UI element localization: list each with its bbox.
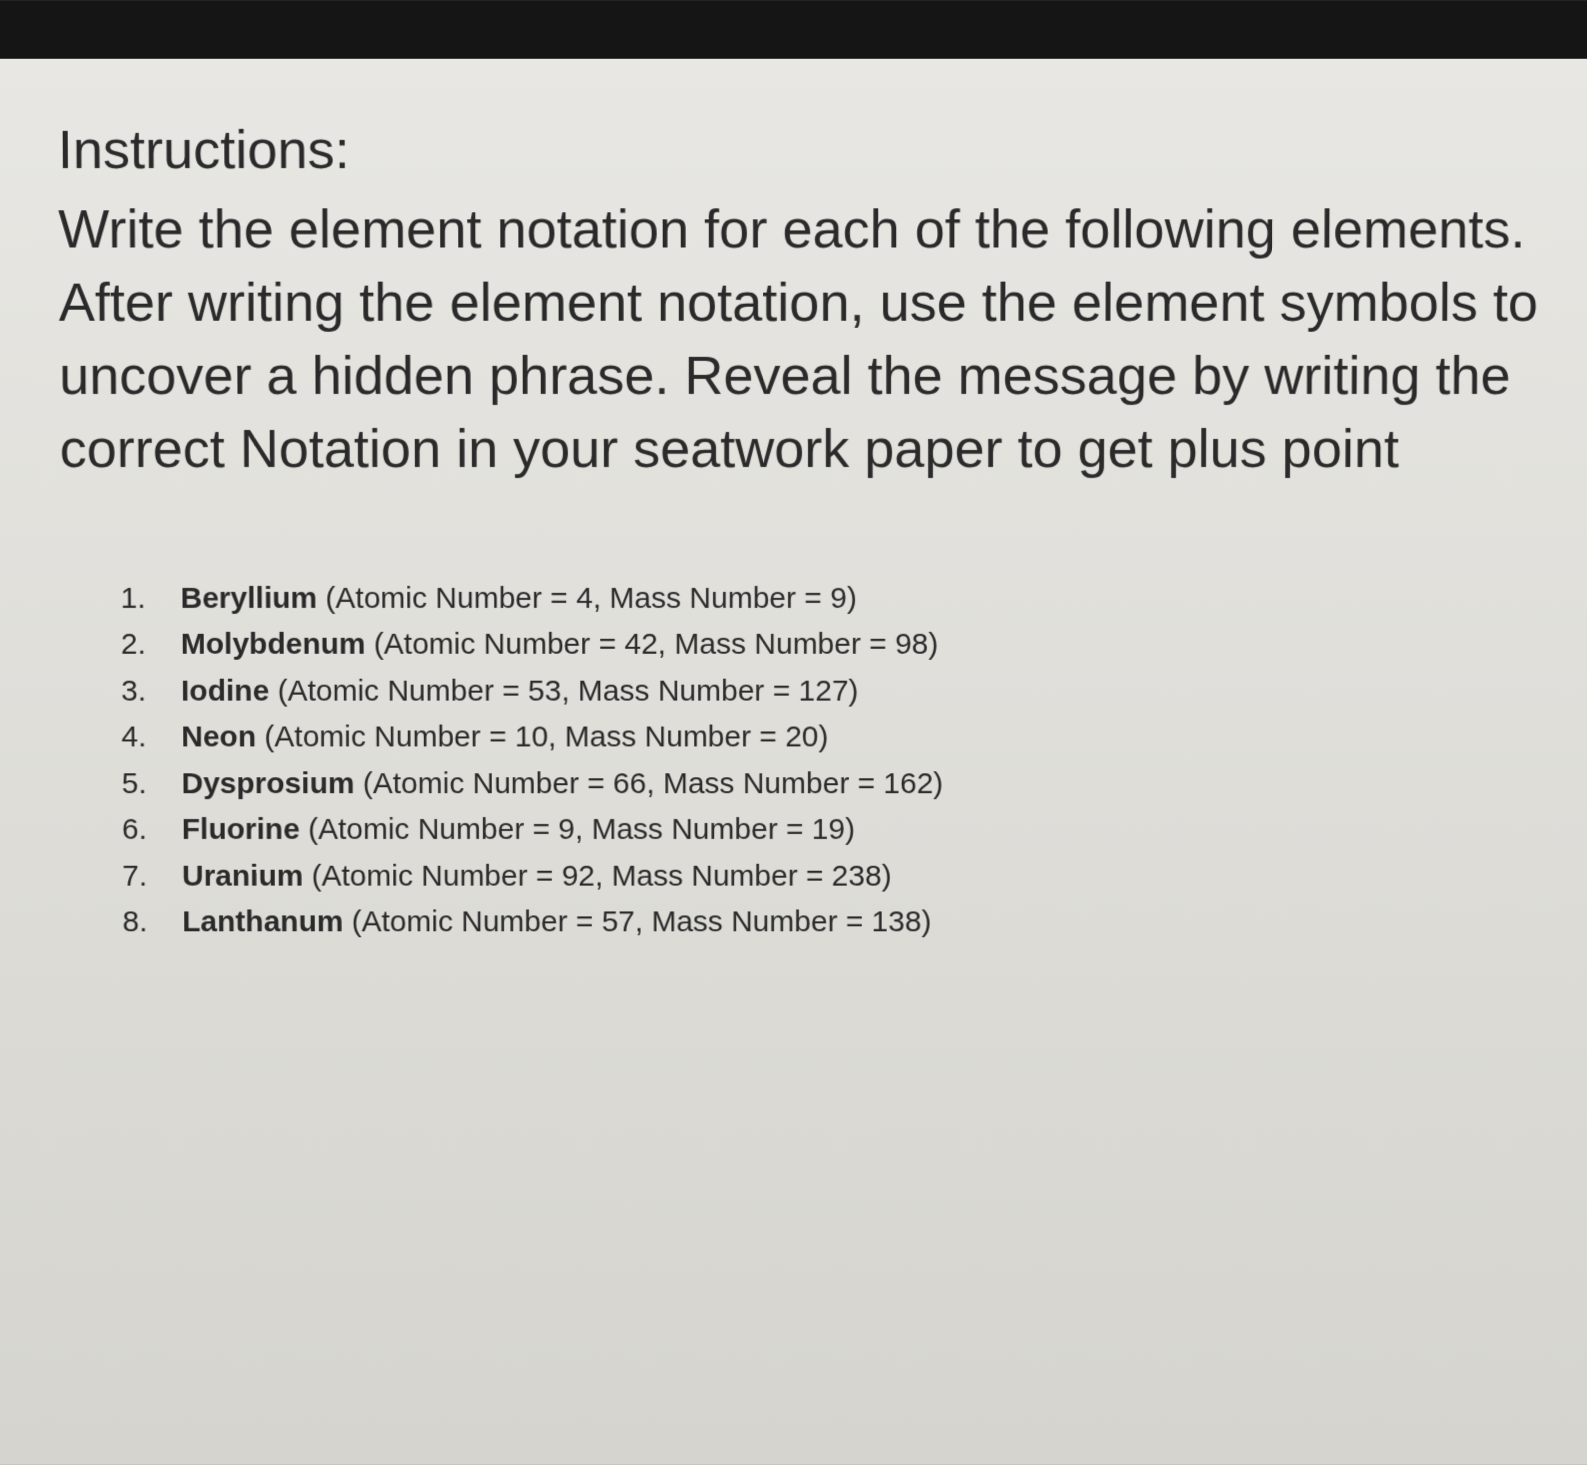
item-number: 8.: [122, 900, 182, 946]
item-text: Fluorine (Atomic Number = 9, Mass Number…: [182, 807, 855, 853]
list-item: 8. Lanthanum (Atomic Number = 57, Mass N…: [122, 900, 1534, 946]
element-detail: (Atomic Number = 66, Mass Number = 162): [354, 767, 943, 800]
element-detail: (Atomic Number = 42, Mass Number = 98): [365, 628, 938, 661]
item-text: Beryllium (Atomic Number = 4, Mass Numbe…: [180, 575, 856, 621]
element-detail: (Atomic Number = 53, Mass Number = 127): [269, 674, 858, 707]
item-text: Dysprosium (Atomic Number = 66, Mass Num…: [181, 761, 943, 807]
item-number: 3.: [121, 668, 181, 714]
element-name: Molybdenum: [181, 628, 366, 661]
element-name: Neon: [181, 721, 256, 754]
element-name: Iodine: [181, 674, 269, 707]
element-detail: (Atomic Number = 92, Mass Number = 238): [303, 859, 891, 892]
item-number: 4.: [121, 715, 181, 761]
element-detail: (Atomic Number = 9, Mass Number = 19): [300, 813, 855, 846]
instructions-para-2: After writing the element notation, use …: [59, 266, 1539, 485]
item-number: 2.: [121, 622, 181, 668]
element-detail: (Atomic Number = 4, Mass Number = 9): [317, 581, 857, 614]
element-detail: (Atomic Number = 10, Mass Number = 20): [256, 721, 828, 754]
instructions-para-1: Write the element notation for each of t…: [58, 193, 1539, 266]
list-item: 3. Iodine (Atomic Number = 53, Mass Numb…: [121, 668, 1536, 714]
item-text: Uranium (Atomic Number = 92, Mass Number…: [182, 853, 892, 899]
item-number: 7.: [122, 853, 182, 899]
item-text: Iodine (Atomic Number = 53, Mass Number …: [181, 668, 859, 714]
item-number: 6.: [122, 807, 182, 853]
item-number: 1.: [120, 575, 180, 621]
list-item: 2. Molybdenum (Atomic Number = 42, Mass …: [121, 622, 1536, 668]
instructions-heading: Instructions:: [58, 119, 1540, 181]
element-name: Beryllium: [180, 581, 317, 614]
element-name: Lanthanum: [182, 906, 343, 939]
element-detail: (Atomic Number = 57, Mass Number = 138): [343, 906, 931, 939]
list-item: 7. Uranium (Atomic Number = 92, Mass Num…: [122, 853, 1535, 899]
list-item: 5. Dysprosium (Atomic Number = 66, Mass …: [122, 761, 1536, 807]
element-name: Fluorine: [182, 813, 300, 846]
element-name: Uranium: [182, 859, 303, 892]
list-item: 4. Neon (Atomic Number = 10, Mass Number…: [121, 715, 1535, 761]
list-item: 1. Beryllium (Atomic Number = 4, Mass Nu…: [120, 575, 1536, 621]
item-text: Molybdenum (Atomic Number = 42, Mass Num…: [181, 622, 939, 668]
elements-list: 1. Beryllium (Atomic Number = 4, Mass Nu…: [120, 575, 1536, 945]
instructions-body: Write the element notation for each of t…: [58, 193, 1539, 485]
list-item: 6. Fluorine (Atomic Number = 9, Mass Num…: [122, 807, 1535, 853]
item-number: 5.: [122, 761, 182, 807]
item-text: Neon (Atomic Number = 10, Mass Number = …: [181, 715, 828, 761]
element-name: Dysprosium: [181, 767, 354, 800]
worksheet-page: Instructions: Write the element notation…: [0, 0, 1587, 995]
item-text: Lanthanum (Atomic Number = 57, Mass Numb…: [182, 900, 931, 946]
